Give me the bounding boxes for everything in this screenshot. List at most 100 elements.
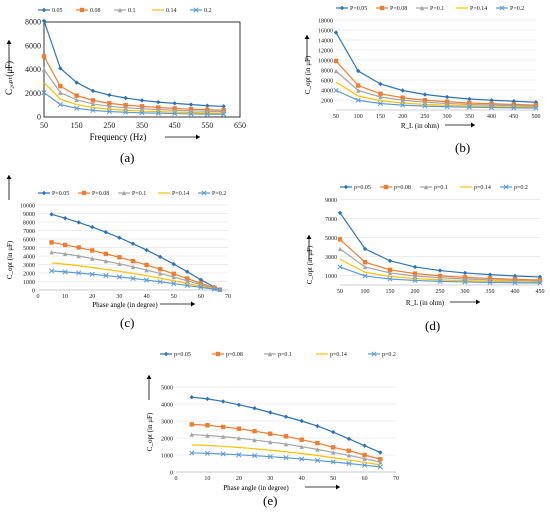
legend-label: P=0.08	[92, 191, 109, 197]
data-point	[130, 258, 136, 264]
x-tick-label: 450	[509, 114, 518, 120]
data-point	[268, 431, 273, 436]
series-line	[335, 81, 537, 108]
x-arrow-head	[191, 301, 195, 307]
data-point	[533, 105, 539, 111]
data-point	[377, 464, 383, 470]
x-tick-label: 500	[532, 114, 541, 120]
y-tick-label: 4000	[23, 255, 35, 261]
data-point	[76, 245, 81, 250]
data-point	[299, 456, 305, 462]
data-point	[330, 429, 336, 435]
y-tick-label: 2000	[321, 99, 333, 105]
data-point	[41, 54, 47, 59]
chart-a-plot: 0 2000 4000 6000 8000 50 150 250 350 450 550 650 0.0…	[4, 7, 246, 142]
x-tick-label: 300	[461, 289, 470, 295]
chart-a: 0 2000 4000 6000 8000 50 150 250 350 450 550 650 0.0…	[4, 7, 246, 165]
x-tick-label: 30	[116, 294, 122, 300]
data-point	[144, 262, 149, 268]
data-point	[139, 106, 145, 111]
data-point	[333, 68, 339, 74]
y-arrow-head	[304, 35, 310, 39]
data-point	[171, 280, 177, 287]
data-point	[346, 436, 352, 442]
data-point	[314, 457, 320, 463]
data-point	[467, 96, 472, 102]
legend-label: p=0.1	[278, 352, 292, 358]
data-point	[57, 101, 63, 108]
legend-marker	[499, 5, 505, 11]
data-point	[330, 459, 336, 465]
legend-marker	[117, 7, 123, 13]
y-tick-label: 2000	[23, 272, 35, 278]
legend-label: P=0.14	[470, 6, 487, 12]
data-point	[185, 276, 190, 281]
data-point	[236, 435, 242, 441]
data-point	[144, 267, 149, 273]
y-tick-label: 7000	[23, 229, 35, 235]
data-point	[205, 423, 210, 428]
data-point	[283, 441, 289, 447]
data-point	[205, 103, 210, 108]
legend-label: 0.2	[204, 8, 212, 14]
data-point	[155, 110, 161, 116]
data-point	[62, 242, 68, 248]
chart-c-plot: 0100020003000400050006000700080009000100…	[6, 175, 231, 309]
data-point	[466, 104, 472, 110]
data-point	[74, 105, 80, 111]
x-tick-label: 40	[144, 294, 150, 300]
x-tick-label: 70	[225, 294, 231, 300]
x-tick-label: 10	[204, 476, 210, 482]
chart-d-caption: (d)	[425, 318, 440, 333]
x-tick-label: 50	[333, 114, 339, 120]
data-point	[412, 273, 418, 279]
data-point	[106, 108, 112, 115]
data-point	[172, 111, 178, 117]
data-point	[236, 402, 242, 408]
data-point	[123, 102, 128, 108]
y-tick-label: 4000	[25, 65, 41, 74]
x-tick-label: 20	[236, 476, 242, 482]
data-point	[356, 83, 361, 88]
x-tick-label: 250	[103, 121, 115, 130]
data-point	[220, 399, 226, 404]
x-tick-label: 0	[175, 476, 178, 482]
data-point	[337, 264, 343, 270]
data-point	[315, 447, 320, 452]
data-point	[189, 432, 194, 437]
y-arrow-head	[6, 40, 12, 44]
data-point	[252, 437, 257, 443]
x-tick-label: 550	[201, 121, 213, 130]
data-point	[437, 278, 443, 284]
legend-marker	[79, 7, 85, 13]
data-point	[333, 30, 339, 35]
data-point	[90, 101, 96, 107]
data-point	[487, 272, 493, 277]
legend-marker	[371, 351, 377, 357]
data-point	[362, 452, 367, 458]
data-point	[58, 66, 63, 71]
data-point	[283, 414, 289, 419]
y-tick-label: 9000	[325, 198, 337, 204]
y-axis-label: C₂ₒₚₜ(μF)	[4, 61, 14, 95]
data-point	[236, 452, 242, 458]
series-line	[43, 56, 224, 111]
data-point	[362, 456, 367, 461]
y-tick-label: 3000	[325, 255, 337, 261]
data-point	[41, 67, 47, 72]
x-tick-label: 100	[361, 289, 370, 295]
legend-marker	[267, 351, 273, 357]
data-point	[437, 268, 443, 273]
legend-marker	[121, 190, 127, 196]
plot-frame	[43, 21, 241, 118]
data-point	[49, 240, 54, 245]
data-point	[62, 215, 68, 221]
legend-label: p=0.05	[354, 185, 371, 191]
legend-label: P=0.05	[350, 6, 367, 12]
data-point	[139, 104, 145, 109]
x-tick-label: 450	[536, 289, 545, 295]
data-point	[205, 433, 210, 438]
chart-b-caption: (b)	[455, 140, 470, 155]
x-tick-label: 350	[486, 289, 495, 295]
data-point	[103, 230, 109, 235]
